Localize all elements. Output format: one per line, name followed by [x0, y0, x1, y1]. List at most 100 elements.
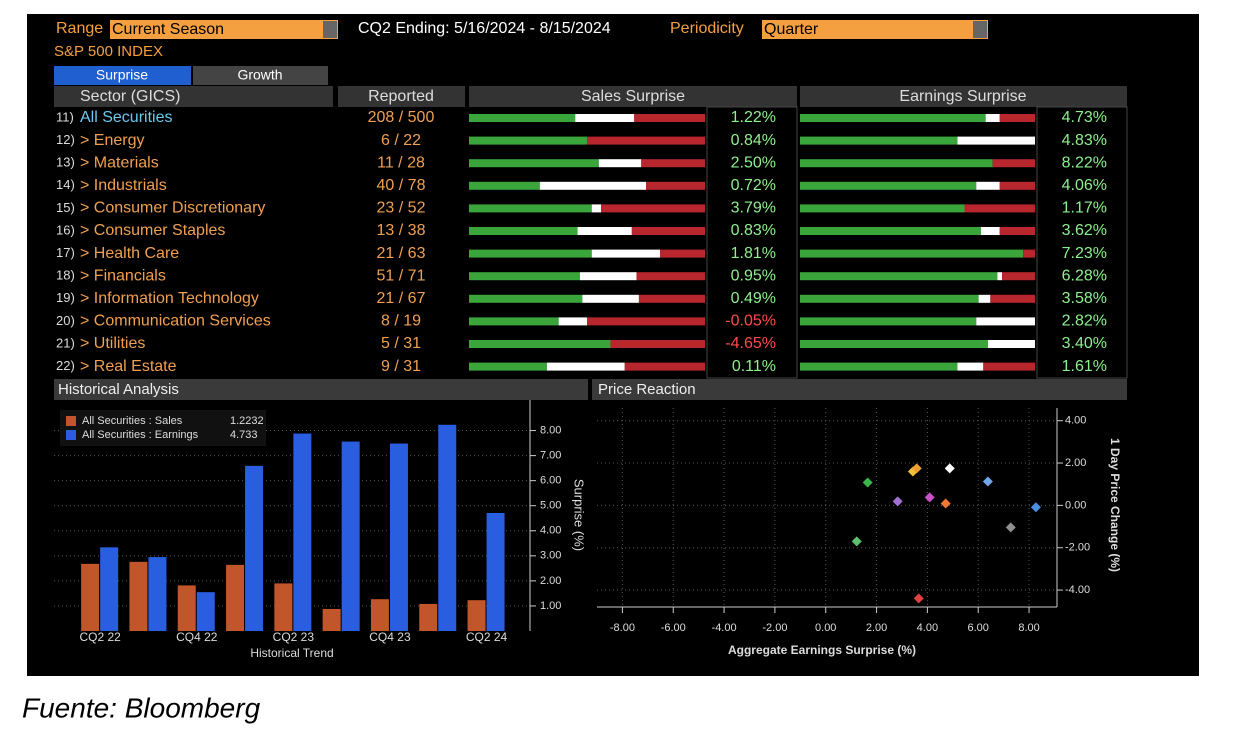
split-segment [582, 294, 639, 303]
sector-name[interactable]: > Financials [80, 267, 166, 284]
legend-label: All Securities : Sales [82, 415, 183, 427]
scatter-point [1005, 522, 1016, 533]
sector-name[interactable]: > Utilities [80, 335, 145, 352]
sector-name[interactable]: > Health Care [80, 245, 179, 262]
earnings-surprise: 4.73% [1062, 109, 1107, 126]
periodicity-dropdown[interactable] [762, 20, 988, 39]
tab-label: Growth [237, 67, 282, 83]
split-segment [978, 294, 991, 303]
row-index: 15) [56, 200, 75, 215]
y-tick-label: 5.00 [540, 500, 561, 512]
sector-name[interactable]: > Consumer Staples [80, 222, 225, 239]
split-segment [591, 204, 602, 213]
range-label: Range [56, 20, 103, 37]
y-tick-label: -4.00 [1065, 584, 1090, 596]
sales-surprise: 1.81% [731, 245, 776, 262]
sector-name[interactable]: All Securities [80, 109, 172, 126]
column-header-bg [800, 86, 1127, 107]
bar [81, 563, 100, 631]
split-segment [587, 317, 705, 326]
section-title: Historical Analysis [58, 381, 179, 398]
value-column [706, 106, 798, 379]
x-axis-label: Aggregate Earnings Surprise (%) [728, 643, 916, 657]
x-tick-label: 0.00 [815, 622, 836, 634]
split-segment [638, 294, 705, 303]
split-segment [800, 114, 986, 122]
legend-swatch [66, 430, 76, 440]
y-tick-label: 1.00 [540, 600, 561, 612]
row-index: 16) [56, 222, 75, 237]
split-segment [1023, 249, 1035, 258]
split-segment [636, 272, 705, 281]
split-segment [601, 204, 705, 213]
section-title-bg [54, 379, 588, 400]
row-index: 12) [56, 132, 75, 147]
y-tick-label: 4.00 [540, 525, 561, 537]
split-segment [469, 362, 547, 371]
split-segment [800, 249, 1024, 258]
legend-box [60, 410, 266, 446]
x-tick-label: -2.00 [762, 622, 787, 634]
y-axis-label: 1 Day Price Change (%) [1108, 438, 1122, 572]
earnings-surprise: 2.82% [1062, 313, 1107, 330]
earnings-surprise: 4.06% [1062, 177, 1107, 194]
y-tick-label: 4.00 [1065, 415, 1086, 427]
scatter-point [944, 463, 955, 474]
bar [389, 443, 408, 631]
split-segment [539, 181, 646, 190]
tab-surprise[interactable] [54, 66, 191, 85]
earnings-surprise: 7.23% [1062, 245, 1107, 262]
split-segment [800, 227, 981, 235]
y-tick-label: 6.00 [540, 475, 561, 487]
scatter-point [851, 536, 862, 547]
split-segment [660, 249, 705, 258]
sector-name[interactable]: > Information Technology [80, 290, 259, 307]
range-dropdown[interactable] [110, 20, 338, 39]
split-segment [546, 362, 625, 371]
reported: 5 / 31 [381, 335, 421, 352]
split-segment [587, 136, 705, 145]
split-segment [800, 340, 988, 348]
row-index: 18) [56, 268, 75, 283]
index-name: S&P 500 INDEX [54, 43, 163, 60]
row-index: 14) [56, 177, 75, 192]
split-segment [469, 294, 583, 303]
y-tick-label: 8.00 [540, 424, 561, 436]
sector-name[interactable]: > Real Estate [80, 358, 177, 375]
x-tick-label: 4.00 [917, 622, 938, 634]
sales-surprise: 0.11% [732, 358, 776, 375]
split-segment [631, 227, 705, 235]
reported: 13 / 38 [377, 222, 426, 239]
sector-name[interactable]: > Consumer Discretionary [80, 200, 265, 217]
sector-name[interactable]: > Energy [80, 132, 144, 149]
split-segment [800, 136, 958, 145]
bar [486, 512, 505, 631]
earnings-surprise: 8.22% [1062, 154, 1107, 171]
sector-name[interactable]: > Communication Services [80, 313, 271, 330]
tab-growth[interactable] [193, 66, 328, 85]
split-segment [992, 159, 1035, 168]
x-tick-label: 2.00 [866, 622, 887, 634]
sales-surprise: 0.72% [731, 177, 776, 194]
scatter-point [1030, 502, 1041, 513]
split-segment [469, 272, 580, 281]
split-segment [997, 272, 1003, 281]
sector-name[interactable]: > Materials [80, 154, 159, 171]
x-axis-label: Historical Trend [250, 646, 333, 660]
column-header: Sales Surprise [581, 88, 685, 105]
value-column [1036, 106, 1128, 379]
dropdown-arrow-box[interactable] [973, 21, 987, 38]
earnings-surprise: 3.62% [1062, 222, 1107, 239]
legend-swatch [66, 416, 76, 426]
scatter-point [911, 463, 922, 474]
split-segment [469, 181, 540, 190]
bar [341, 441, 360, 631]
bar [438, 424, 457, 631]
reported: 23 / 52 [377, 200, 426, 217]
y-tick-label: 3.00 [540, 550, 561, 562]
column-header: Sector (GICS) [80, 88, 180, 105]
sector-name[interactable]: > Industrials [80, 177, 167, 194]
split-segment [469, 136, 587, 145]
dropdown-arrow-box[interactable] [323, 21, 337, 38]
